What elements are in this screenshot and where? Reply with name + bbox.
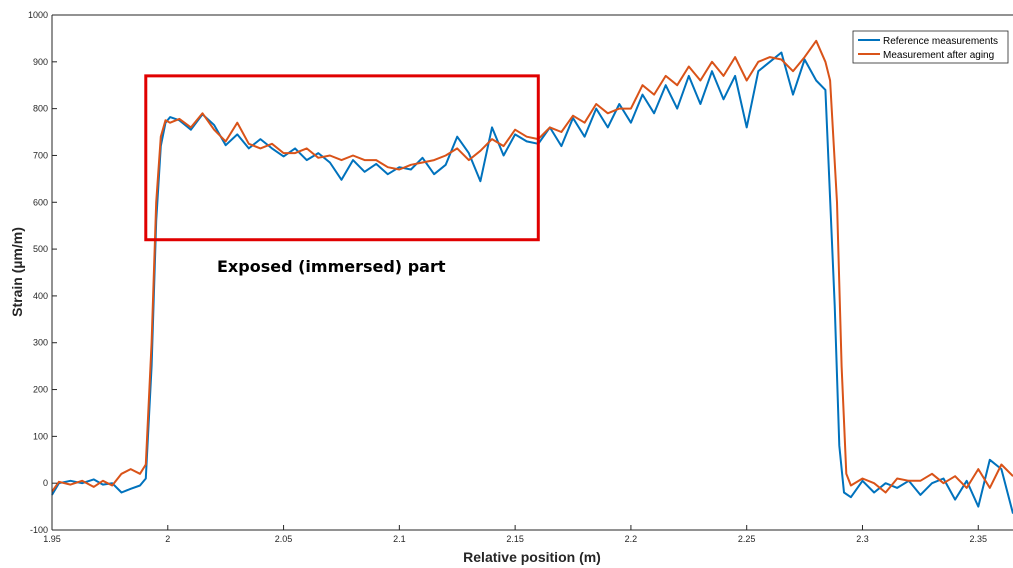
legend-label-after-aging: Measurement after aging: [883, 50, 994, 61]
y-tick-label: 1000: [28, 10, 48, 20]
x-tick-label: 2.35: [969, 534, 987, 544]
legend-label-reference: Reference measurements: [883, 36, 998, 47]
legend: Reference measurements Measurement after…: [852, 30, 1009, 64]
y-tick-label: 100: [33, 431, 48, 441]
x-tick-label: 2.15: [506, 534, 524, 544]
y-tick-label: 500: [33, 244, 48, 254]
axes-layer: [51, 14, 1013, 531]
y-tick-label: 400: [33, 291, 48, 301]
x-tick-label: 2.25: [738, 534, 756, 544]
y-tick-label: 300: [33, 338, 48, 348]
y-axis-title: Strain (µm/m): [9, 227, 25, 317]
x-tick-label: 1.95: [43, 534, 61, 544]
x-tick-label: 2.2: [625, 534, 638, 544]
x-tick-label: 2.05: [275, 534, 293, 544]
annotation-box: [144, 74, 540, 242]
y-tick-label: 900: [33, 57, 48, 67]
annotation-label: Exposed (immersed) part: [217, 257, 446, 276]
y-tick-label: -100: [30, 525, 48, 535]
plot-background: [52, 15, 1013, 530]
y-tick-label: 200: [33, 385, 48, 395]
x-axis-title: Relative position (m): [463, 549, 601, 565]
y-tick-label: 800: [33, 104, 48, 114]
legend-box: [852, 30, 1009, 64]
series-layer: [51, 39, 1013, 514]
y-tick-label: 600: [33, 197, 48, 207]
x-tick-label: 2.1: [393, 534, 406, 544]
annotation-layer: Exposed (immersed) part: [144, 74, 540, 276]
series-line-after-aging: [51, 39, 1013, 494]
x-tick-label: 2.3: [856, 534, 869, 544]
series-line-reference: [51, 51, 1013, 514]
x-tick-label: 2: [165, 534, 170, 544]
ticks-layer: 1.95 2 2.05 2.1 2.15 2.2 2.25 2.3 2.35 -100 0 100 20…: [28, 10, 987, 544]
y-tick-label: 0: [43, 478, 48, 488]
y-tick-label: 700: [33, 150, 48, 160]
